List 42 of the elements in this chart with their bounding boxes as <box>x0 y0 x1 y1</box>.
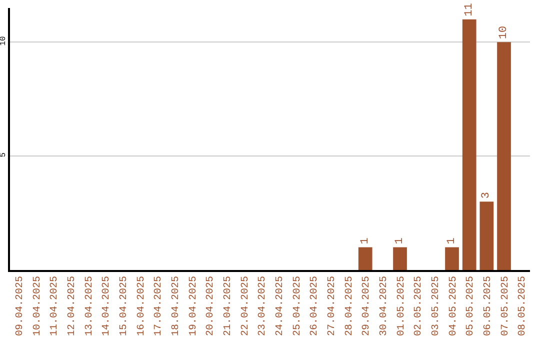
x-tick-label: 02.05.2025 <box>414 276 425 336</box>
data-label: 1 <box>359 237 372 244</box>
data-label: 10 <box>498 26 510 40</box>
data-label: 11 <box>463 2 476 16</box>
x-tick-label: 08.05.2025 <box>518 276 529 336</box>
x-tick-label: 13.04.2025 <box>84 276 96 336</box>
x-tick-label: 09.04.2025 <box>14 276 26 336</box>
x-tick-label: 25.04.2025 <box>292 276 304 336</box>
x-tick-label: 26.04.2025 <box>310 276 321 336</box>
x-tick-label: 18.04.2025 <box>170 276 182 336</box>
x-tick-label: 19.04.2025 <box>188 276 200 336</box>
data-label: 1 <box>394 237 406 244</box>
bar <box>462 19 476 270</box>
x-tick-label: 04.05.2025 <box>448 276 460 336</box>
x-tick-label: 16.04.2025 <box>136 276 148 336</box>
x-tick-label: 05.05.2025 <box>466 276 477 336</box>
bar <box>497 42 511 270</box>
data-label: 3 <box>480 192 493 199</box>
bar <box>358 247 372 270</box>
x-tick-label: 21.04.2025 <box>222 276 234 336</box>
x-tick-label: 30.04.2025 <box>378 276 390 336</box>
x-tick-label: 20.04.2025 <box>206 276 217 336</box>
x-tick-label: 22.04.2025 <box>240 276 252 336</box>
x-tick-label: 29.04.2025 <box>362 276 373 336</box>
x-tick-label: 24.04.2025 <box>274 276 286 336</box>
bar <box>480 202 494 270</box>
x-tick-label: 07.05.2025 <box>500 276 512 336</box>
x-tick-label: 23.04.2025 <box>258 276 269 336</box>
bar <box>393 247 407 270</box>
x-tick-label: 17.04.2025 <box>154 276 165 336</box>
x-tick-label: 12.04.2025 <box>66 276 78 336</box>
x-tick-label: 27.04.2025 <box>326 276 338 336</box>
data-label: 1 <box>446 237 458 244</box>
x-tick-label: 14.04.2025 <box>102 276 113 336</box>
x-tick-label: 15.04.2025 <box>118 276 130 336</box>
x-tick-label: 28.04.2025 <box>344 276 356 336</box>
x-tick-label: 01.05.2025 <box>396 276 408 336</box>
x-tick-label: 11.04.2025 <box>50 276 61 336</box>
bar <box>445 247 459 270</box>
x-tick-label: 03.05.2025 <box>430 276 442 336</box>
x-tick-label: 06.05.2025 <box>482 276 494 336</box>
x-tick-label: 10.04.2025 <box>32 276 44 336</box>
